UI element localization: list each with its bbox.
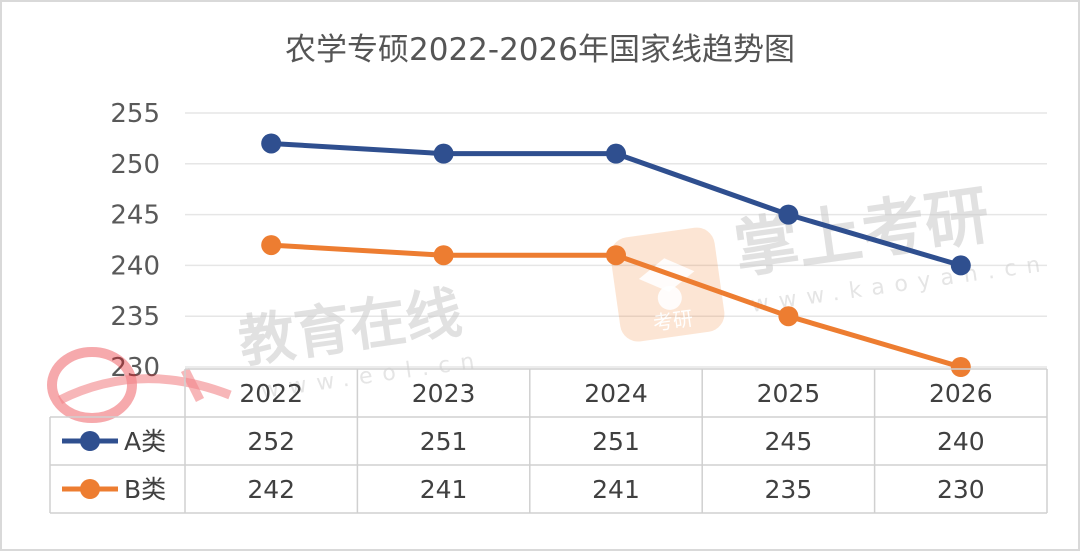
data-point	[433, 143, 454, 164]
data-point	[261, 235, 282, 256]
legend-label: A类	[124, 427, 166, 456]
y-axis: 255 250 245 240 235 230	[110, 99, 160, 383]
data-point	[606, 143, 626, 164]
kaoyan-badge-text: 考研	[652, 306, 695, 335]
data-point	[778, 204, 799, 225]
y-tick-label: 245	[110, 201, 160, 231]
x-tick-label: 2025	[757, 379, 821, 408]
data-label: 251	[420, 427, 468, 456]
legend-marker	[80, 479, 100, 499]
series-lines	[261, 133, 971, 377]
data-table: 2022 2023 2024 2025 2026 A类 252 251 251 245 240 B类 2…	[49, 368, 1048, 514]
data-label: 251	[592, 427, 640, 456]
data-label: 241	[592, 475, 640, 504]
data-point	[950, 357, 971, 377]
data-point	[433, 245, 454, 266]
legend-marker	[80, 431, 100, 451]
eol-logo-icon	[47, 347, 232, 423]
data-point	[261, 133, 282, 154]
data-label: 245	[765, 427, 813, 456]
y-tick-label: 240	[110, 251, 160, 281]
data-label: 230	[937, 475, 985, 504]
data-label: 240	[937, 427, 985, 456]
x-tick-label: 2024	[584, 379, 648, 408]
x-tick-label: 2026	[929, 379, 993, 408]
x-tick-label: 2023	[412, 379, 476, 408]
data-point	[950, 255, 971, 276]
x-tick-label: 2022	[239, 379, 303, 408]
data-label: 241	[420, 475, 468, 504]
data-label: 242	[247, 475, 295, 504]
chart-title: 农学专硕2022-2026年国家线趋势图	[285, 32, 795, 68]
data-point	[606, 245, 626, 266]
data-label: 235	[765, 475, 813, 504]
data-label: 252	[247, 427, 295, 456]
y-tick-label: 250	[110, 150, 160, 180]
legend-label: B类	[124, 475, 166, 504]
y-tick-label: 255	[110, 99, 160, 129]
y-tick-label: 235	[110, 302, 160, 332]
y-tick-label: 230	[110, 353, 160, 383]
data-point	[778, 306, 799, 327]
gridlines	[185, 112, 1047, 368]
kaoyan-logo-icon: 考研	[610, 227, 725, 342]
